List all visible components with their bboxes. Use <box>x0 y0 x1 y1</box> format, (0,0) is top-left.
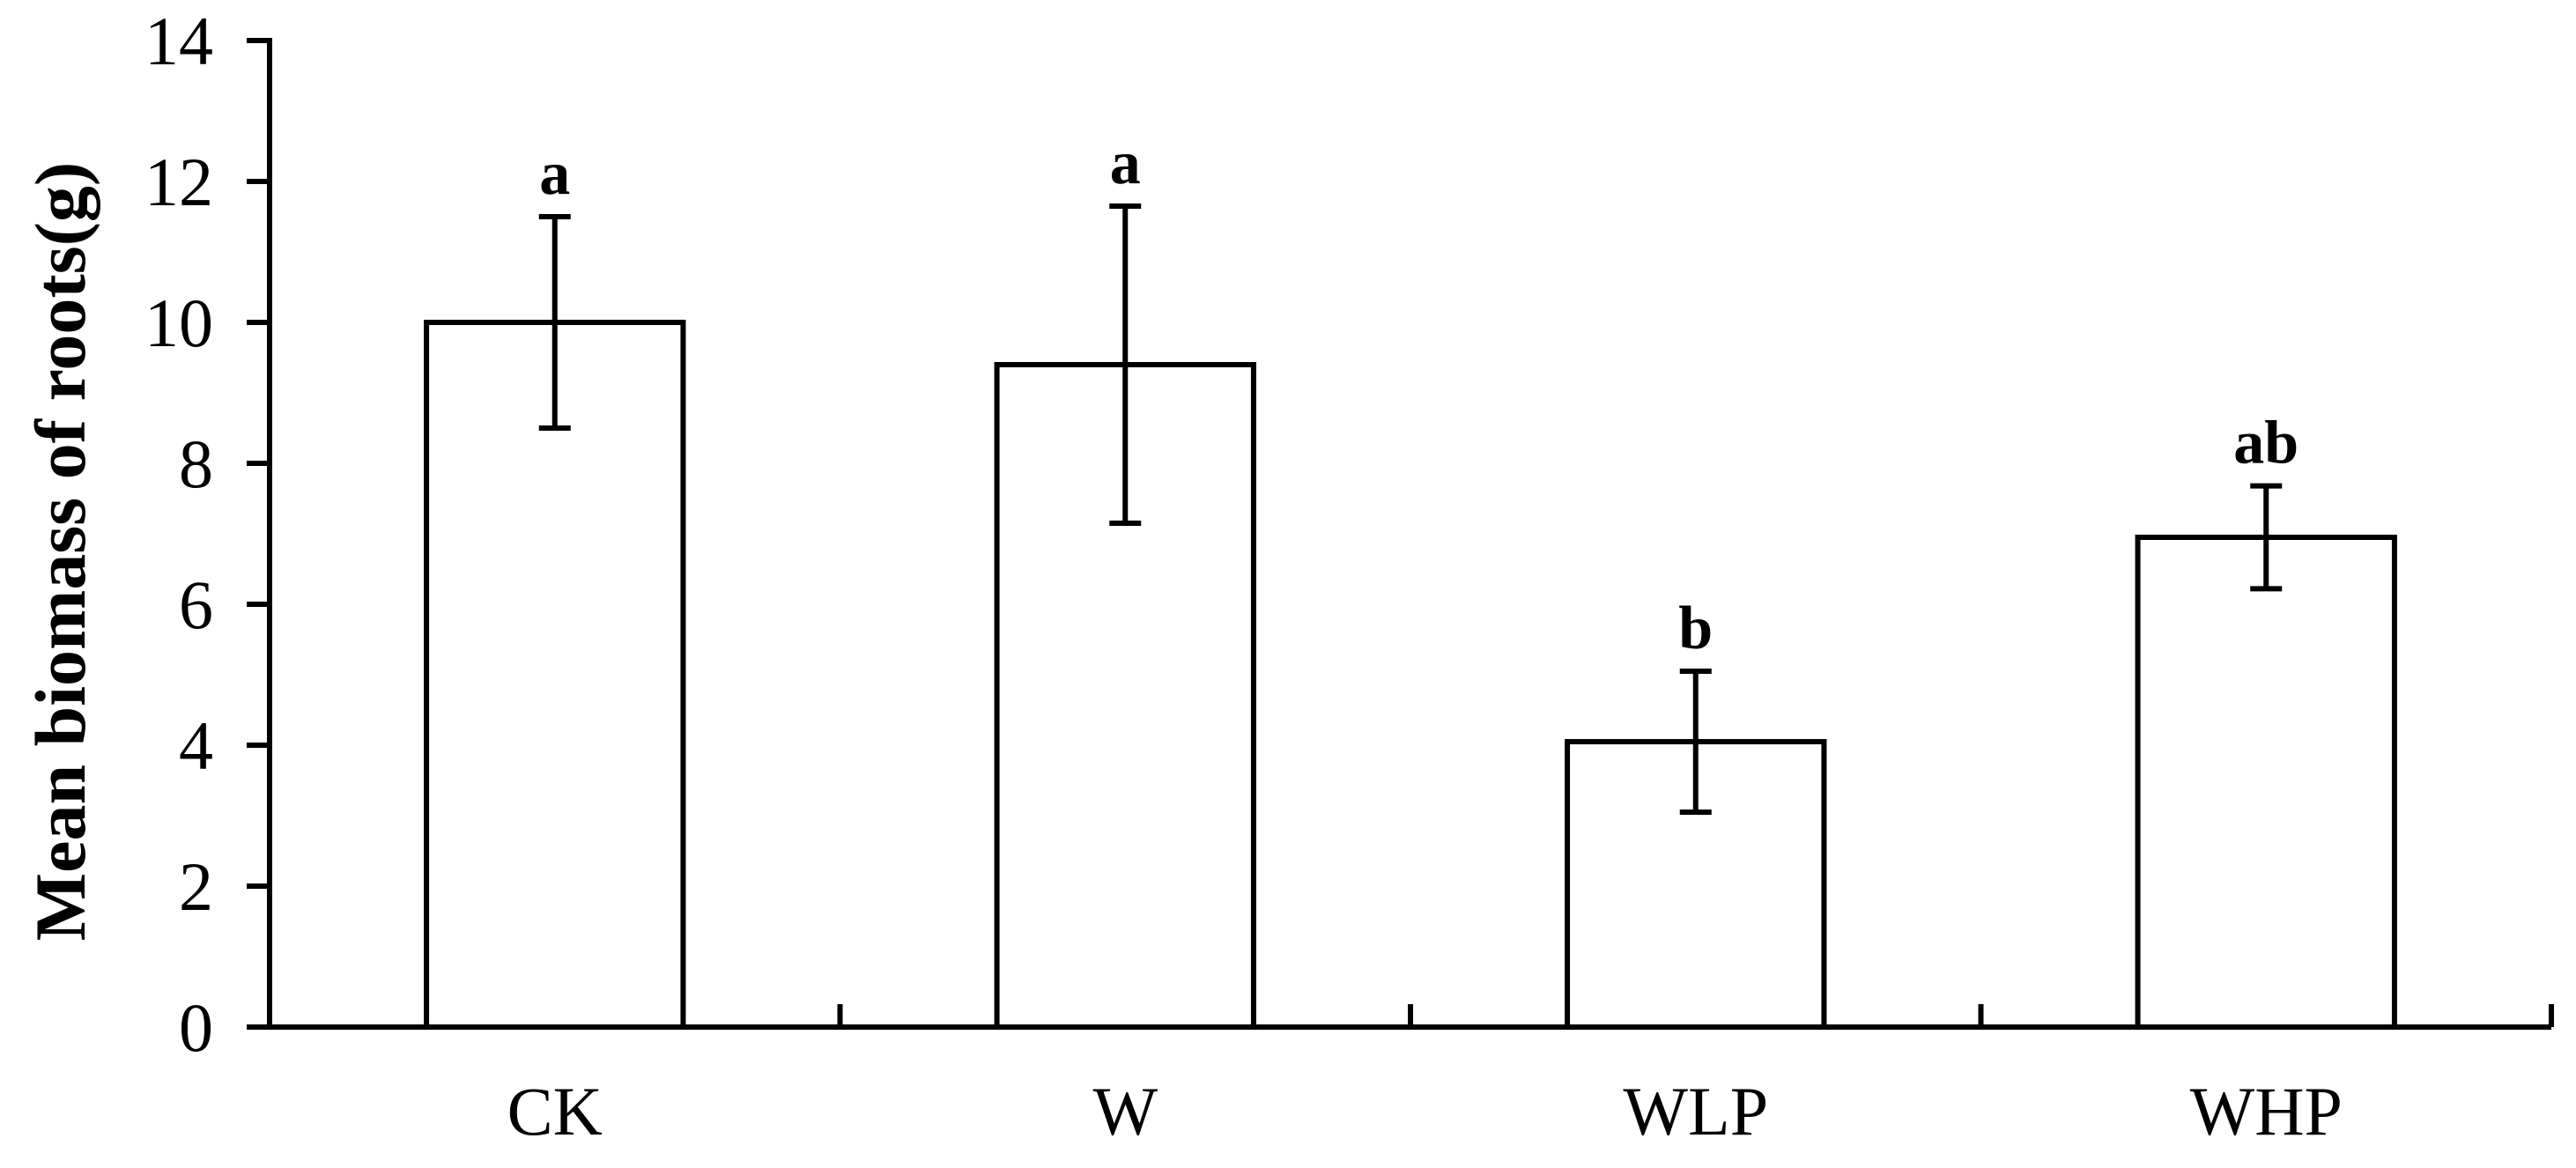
y-tick-label: 6 <box>179 566 213 643</box>
y-tick-label: 0 <box>179 989 213 1066</box>
x-tick-label-whp: WHP <box>2190 1073 2343 1150</box>
significance-label-wlp: b <box>1678 595 1713 662</box>
x-ticks <box>837 1004 2554 1027</box>
category-labels: CK W WLP WHP <box>507 1073 2343 1150</box>
error-bar-whp <box>2250 483 2283 592</box>
error-bar-w <box>1109 203 1142 526</box>
significance-label-w: a <box>1110 129 1141 197</box>
x-tick-label-wlp: WLP <box>1623 1073 1768 1150</box>
error-bar-wlp <box>1679 669 1712 815</box>
y-tick-label: 2 <box>179 848 213 925</box>
x-tick-label-w: W <box>1092 1073 1158 1150</box>
significance-label-whp: ab <box>2233 410 2298 477</box>
y-tick-label: 8 <box>179 425 213 502</box>
y-ticks: 0 2 4 6 8 10 12 14 <box>144 3 270 1066</box>
y-axis-title: Mean biomass of roots(g) <box>20 162 100 941</box>
bar-ck <box>424 320 686 1030</box>
bar-whp <box>2135 535 2397 1030</box>
y-tick-label: 10 <box>144 285 213 361</box>
x-tick-label-ck: CK <box>507 1073 603 1150</box>
y-tick-label: 14 <box>144 3 213 79</box>
significance-label-ck: a <box>539 140 570 208</box>
error-bars <box>538 203 2283 815</box>
y-tick-label: 12 <box>144 144 213 220</box>
error-bar-ck <box>538 214 571 431</box>
y-tick-label: 4 <box>179 707 213 784</box>
bars <box>424 320 2397 1030</box>
